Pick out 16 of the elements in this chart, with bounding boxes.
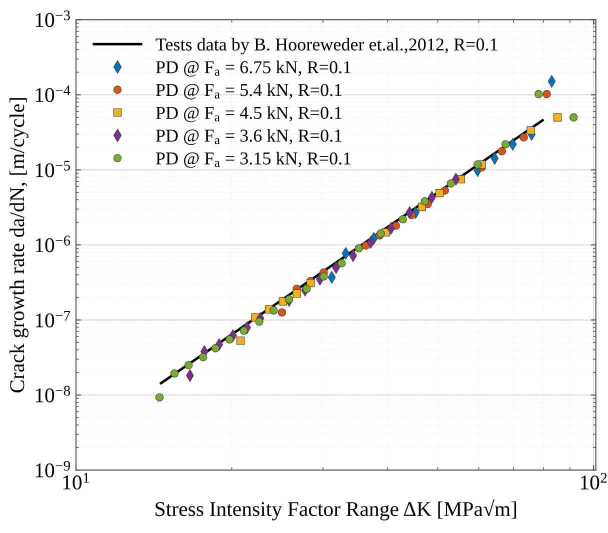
y-tick-label: 10$^{−3}$ xyxy=(36,10,70,28)
x-tick-label: 10$^{2}$ xyxy=(580,472,607,490)
x-axis-title: Stress Intensity Factor Range ΔK [MPa√m] xyxy=(156,499,516,520)
y-tick-label: 10$^{−8}$ xyxy=(36,386,70,402)
y-tick-label: 10$^{−6}$ xyxy=(36,236,70,252)
legend-label: Tests data by B. Hooreweder et.al.,2012, R=0.1 xyxy=(156,38,498,54)
legend-label: PD @ F$_{a}$ = 5.4 kN, R=0.1 xyxy=(156,83,342,100)
legend-label: PD @ F$_{a}$ = 6.75 kN, R=0.1 xyxy=(156,60,351,77)
y-tick-label: 10$^{−5}$ xyxy=(36,160,70,178)
legend-label: PD @ F$_{a}$ = 3.6 kN, R=0.1 xyxy=(156,129,342,145)
y-axis-title: Crack growth rate da/dN, [m/cycle] xyxy=(10,98,28,392)
y-tick-label: 10$^{−4}$ xyxy=(36,86,70,102)
x-tick-label: 10$^{1}$ xyxy=(63,472,89,490)
legend-label: PD @ F$_{a}$ = 4.5 kN, R=0.1 xyxy=(156,106,342,122)
legend-label: PD @ F$_{a}$ = 3.15 kN, R=0.1 xyxy=(156,152,351,168)
y-tick-label: 10$^{−7}$ xyxy=(36,310,70,328)
